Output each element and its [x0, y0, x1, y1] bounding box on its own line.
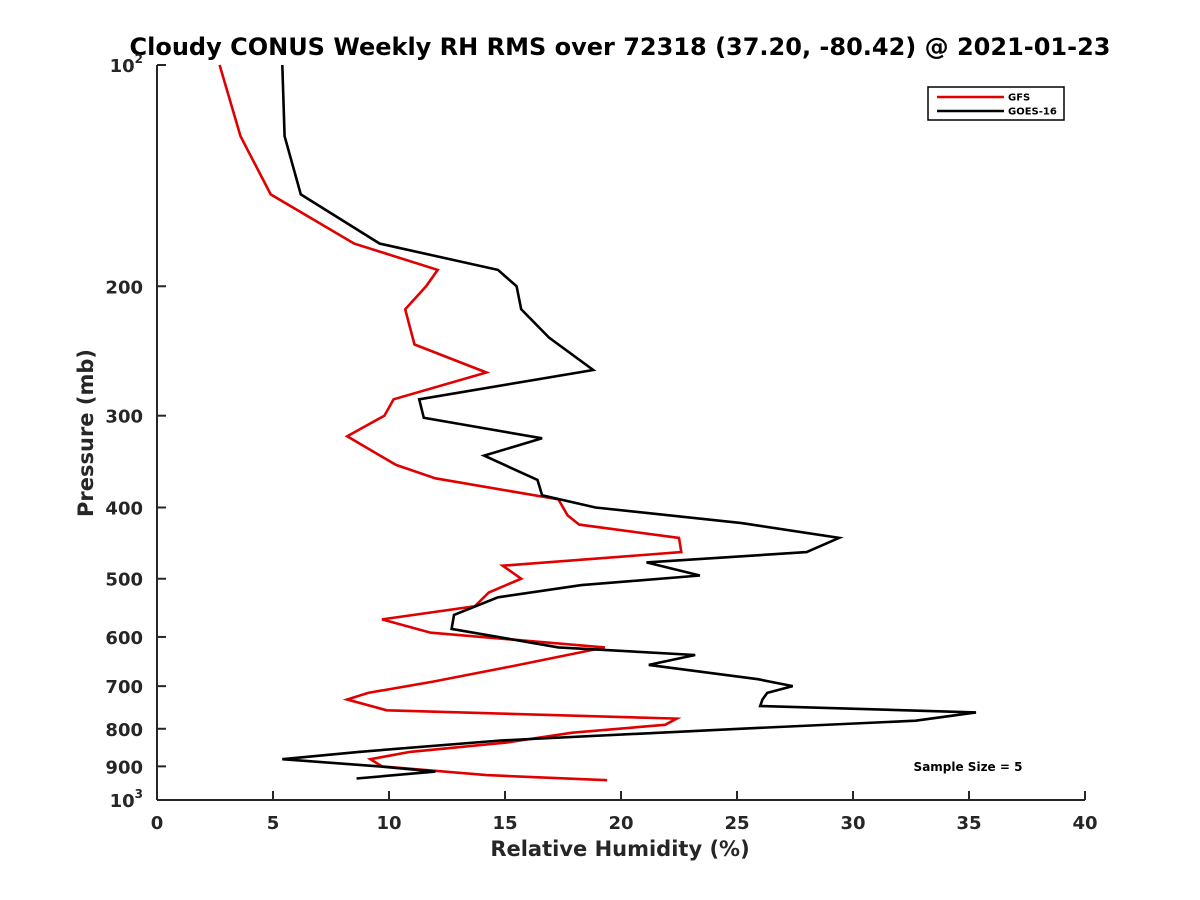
- x-tick-label: 20: [608, 813, 633, 834]
- x-tick-label: 40: [1072, 813, 1097, 834]
- x-tick-label: 30: [840, 813, 865, 834]
- y-tick-label: 500: [105, 570, 143, 591]
- x-tick-label: 15: [492, 813, 517, 834]
- series-line-gfs: [218, 64, 683, 782]
- legend-box: [927, 86, 1065, 121]
- legend-label: GFS: [1008, 93, 1030, 104]
- x-tick-label: 35: [956, 813, 981, 834]
- x-axis-label: Relative Humidity (%): [490, 837, 749, 861]
- y-tick-label: 102: [110, 52, 143, 77]
- x-tick-label: 5: [267, 813, 280, 834]
- x-tick-label: 10: [376, 813, 401, 834]
- y-tick-label: 800: [105, 720, 143, 741]
- legend: GFS GOES-16: [927, 86, 1065, 121]
- y-tick-label: 600: [105, 628, 143, 649]
- y-tick-label: 200: [105, 277, 143, 298]
- x-tick-label: 0: [151, 813, 164, 834]
- y-tick-label: 103: [110, 787, 143, 812]
- y-tick-label: 300: [105, 407, 143, 428]
- y-tick-label: 700: [105, 677, 143, 698]
- axes: 0 5 10 15 20 25 30 35 40 102 200 300 400 500 600 700 800…: [105, 52, 1097, 834]
- legend-label: GOES-16: [1008, 107, 1057, 118]
- y-axis-label-group: Pressure (mb): [74, 349, 98, 517]
- y-axis-label: Pressure (mb): [74, 349, 98, 517]
- y-tick-label: 900: [105, 757, 143, 778]
- series-layer: [218, 64, 977, 782]
- series-line-goes-16: [281, 64, 977, 780]
- y-tick-label: 400: [105, 499, 143, 520]
- chart-title: Cloudy CONUS Weekly RH RMS over 72318 (3…: [130, 33, 1111, 61]
- x-tick-label: 25: [724, 813, 749, 834]
- sample-size-annotation: Sample Size = 5: [914, 760, 1023, 774]
